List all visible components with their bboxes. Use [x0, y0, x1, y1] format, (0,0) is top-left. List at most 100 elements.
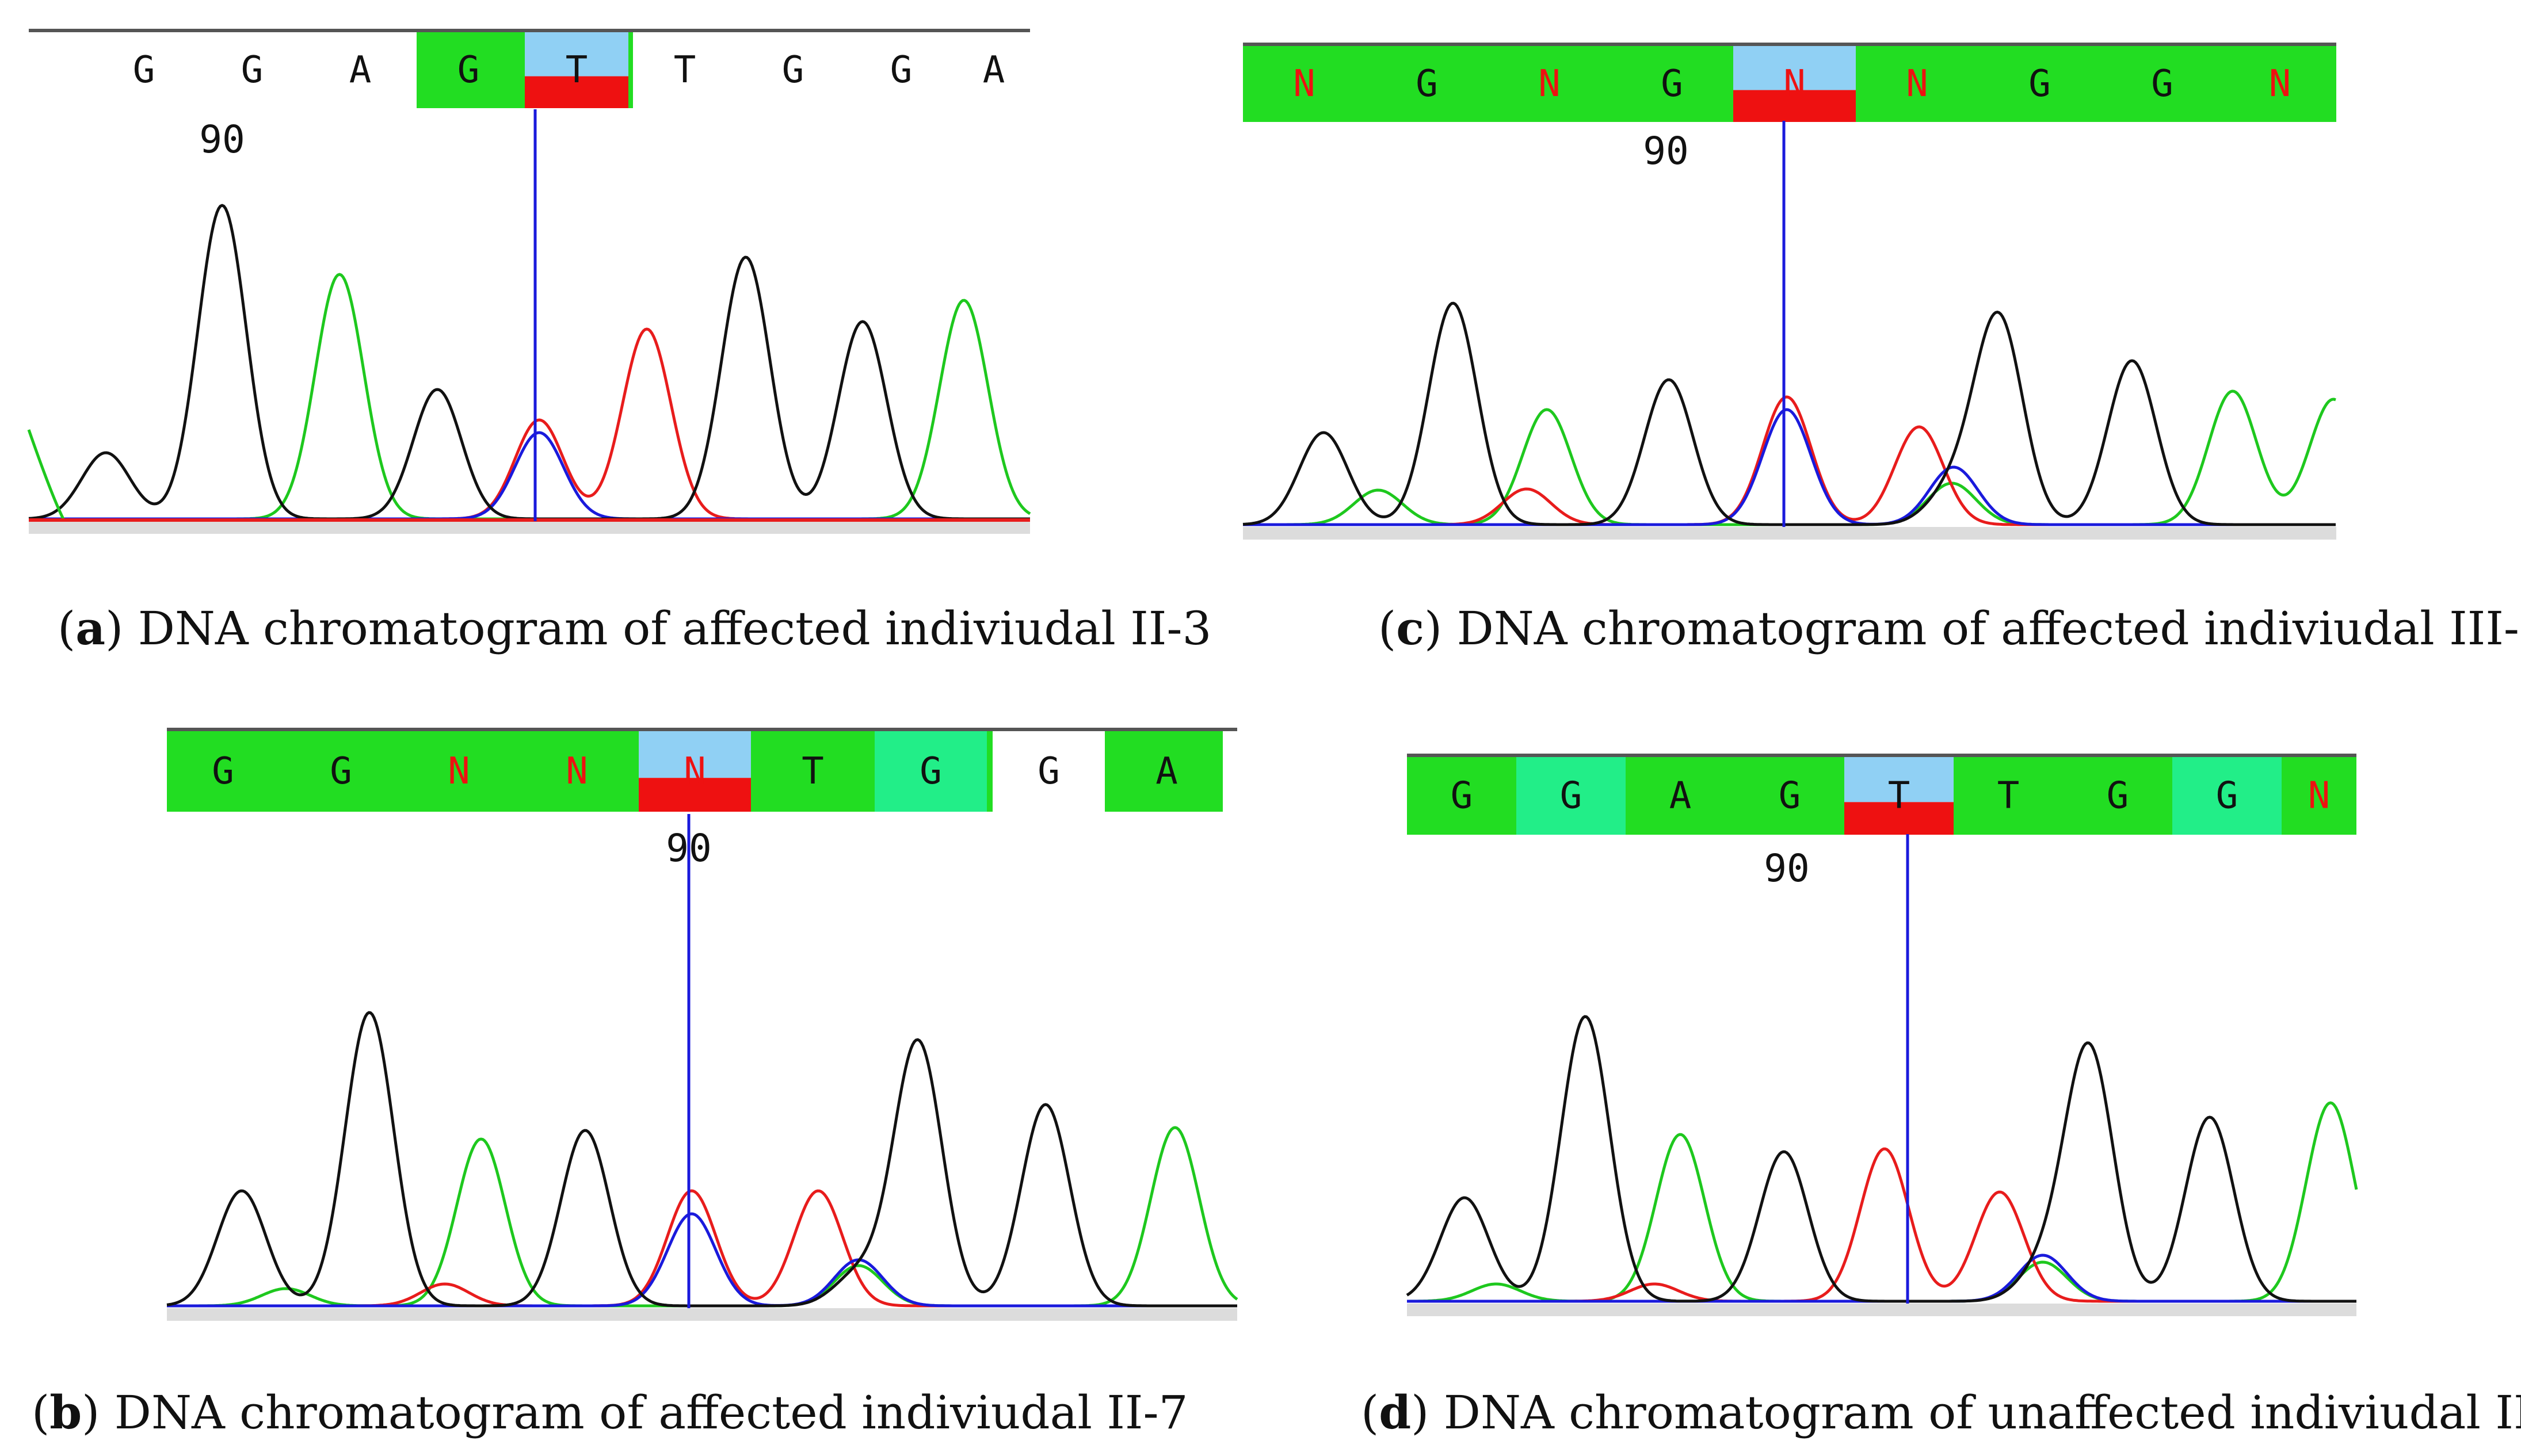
base-call-c-5: N	[1856, 46, 1978, 122]
caption-text-d: DNA chromatogram of unaffected indiviuda…	[1443, 1386, 2521, 1439]
base-call-c-2: N	[1488, 46, 1611, 122]
base-letter: G	[1560, 775, 1582, 817]
base-cell-bg	[285, 731, 397, 812]
position-label-c: 90	[1643, 129, 1688, 173]
trace-c	[1243, 408, 2336, 526]
base-letter: A	[983, 49, 1005, 91]
top-rule	[167, 728, 1237, 731]
top-rule	[1407, 754, 2356, 757]
base-call-a-7: G	[890, 49, 913, 91]
caption-letter-b: b	[49, 1385, 82, 1439]
base-gap	[628, 32, 633, 108]
base-call-b-2: N	[403, 731, 521, 812]
base-cell-bg	[167, 731, 279, 812]
base-gap	[1105, 731, 1111, 812]
base-letter: T	[1997, 775, 2020, 817]
trace-g	[166, 1011, 1237, 1308]
base-call-a-8: A	[983, 49, 1005, 91]
base-cell-bg	[1954, 757, 2063, 835]
base-call-b-7: G	[993, 731, 1111, 812]
base-cell-bg	[1488, 46, 1611, 122]
base-call-d-6: G	[2063, 757, 2172, 835]
base-letter: G	[1451, 775, 1473, 817]
trace-g	[1406, 1015, 2356, 1303]
base-letter: A	[1155, 750, 1178, 793]
caption-c: (c) DNA chromatogram of affected indiviu…	[1378, 605, 2521, 652]
caption-text-b: DNA chromatogram of affected indiviudal …	[114, 1386, 1188, 1439]
chromatogram-d: G G A G T T G G N 90	[1406, 754, 2358, 1316]
trace-c	[1407, 1254, 2356, 1303]
base-call-c-1: G	[1366, 46, 1488, 122]
caption-b: (b) DNA chromatogram of affected indiviu…	[32, 1385, 1188, 1439]
position-label-a: 90	[199, 117, 245, 162]
base-call-a-1: G	[241, 49, 264, 91]
base-letter: T	[566, 49, 588, 91]
trace-t	[167, 1189, 1237, 1308]
base-call-d-1: G	[1516, 757, 1626, 835]
base-letter: A	[1669, 775, 1692, 817]
base-cell-bg	[1735, 757, 1844, 835]
base-gap	[515, 731, 521, 812]
trace-t	[1407, 1147, 2356, 1303]
trace-a	[29, 273, 1031, 521]
base-call-d-3: G	[1735, 757, 1844, 835]
chromatogram-a: G G A G T T G G A 90	[27, 29, 1031, 534]
base-letter: G	[1038, 750, 1060, 793]
highlight-top	[1844, 757, 1954, 802]
base-call-b-1: G	[285, 731, 403, 812]
base-call-d-8: N	[2282, 757, 2356, 835]
base-letter: T	[1888, 775, 1910, 817]
panel-a: G G A G T T G G A 90	[27, 23, 1036, 541]
highlight-top	[639, 731, 751, 778]
base-cell-bg	[2063, 757, 2172, 835]
base-cell-bg	[1856, 46, 1978, 122]
trace-t	[1243, 395, 2336, 526]
base-letter: N	[566, 750, 588, 793]
trace-g	[1242, 301, 2336, 526]
highlight-bottom	[1733, 90, 1856, 122]
base-letter: G	[2107, 775, 2129, 817]
base-cell-bg	[1407, 757, 1516, 835]
trace-g	[28, 204, 1030, 521]
caption-letter-c: c	[1396, 601, 1424, 655]
base-letter: G	[782, 49, 804, 91]
base-call-b-5: T	[757, 731, 875, 812]
base-call-a-0: G	[133, 49, 155, 91]
caption-letter-d: d	[1379, 1385, 1412, 1439]
base-call-d-4: T	[1844, 757, 1954, 835]
base-gap	[751, 731, 757, 812]
base-letter: N	[684, 750, 706, 793]
base-letter: N	[448, 750, 470, 793]
baseline-strip	[1407, 1304, 2356, 1316]
base-cell-bg	[2223, 46, 2336, 122]
base-cell-bg	[2101, 46, 2223, 122]
base-call-d-2: A	[1626, 757, 1735, 835]
base-call-a-5: T	[674, 49, 696, 91]
base-cell-bg	[1243, 46, 1366, 122]
baseline-strip	[1243, 527, 2336, 540]
base-letter: G	[890, 49, 913, 91]
base-letter: N	[2308, 775, 2331, 817]
base-cell-bg	[1611, 46, 1733, 122]
highlight-top	[525, 32, 628, 77]
base-call-c-7: G	[2101, 46, 2223, 122]
highlight-bottom	[639, 778, 751, 812]
base-call-c-0: N	[1243, 46, 1366, 122]
caption-d: (d) DNA chromatogram of unaffected indiv…	[1361, 1389, 2521, 1436]
base-cell-bg	[875, 731, 987, 812]
base-letter: G	[457, 49, 480, 91]
panel-b: G G N N N T G G A 90	[166, 728, 1243, 1332]
base-call-d-0: G	[1407, 757, 1516, 835]
base-call-c-4: N	[1733, 46, 1856, 122]
base-call-b-8: A	[1111, 731, 1223, 812]
base-letter: N	[1783, 63, 1806, 105]
base-letter: A	[349, 49, 372, 91]
base-gap	[397, 731, 403, 812]
highlight-bottom	[1844, 802, 1954, 835]
caption-text-c: DNA chromatogram of affected indiviudal …	[1456, 602, 2521, 655]
base-cell-bg	[521, 731, 633, 812]
base-gap	[987, 731, 993, 812]
panel-d: G G A G T T G G N 90	[1406, 748, 2362, 1340]
trace-a-edge	[27, 429, 65, 520]
highlight-bottom	[525, 76, 628, 108]
